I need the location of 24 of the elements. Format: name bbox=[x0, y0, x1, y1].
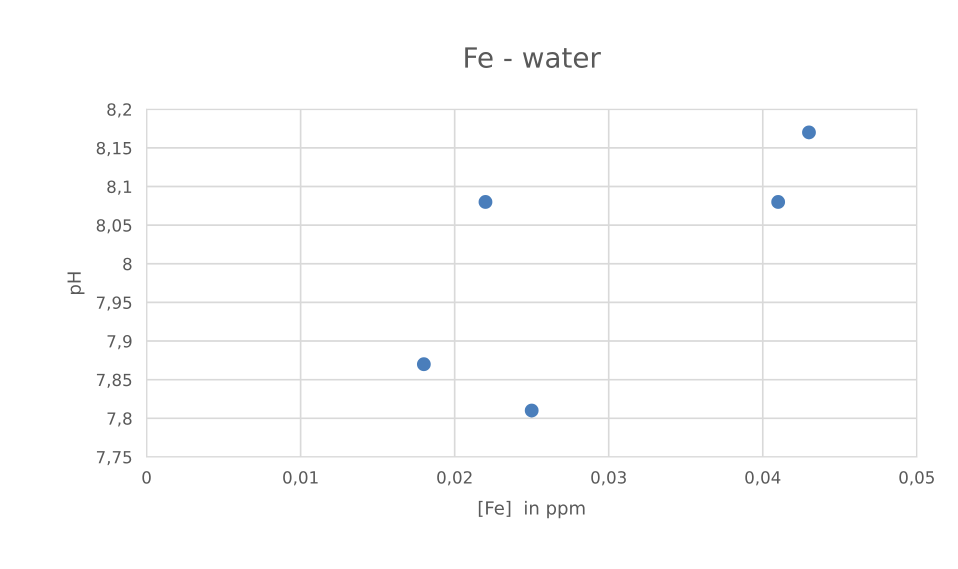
point bbox=[802, 126, 816, 140]
x-tick-label: 0,05 bbox=[899, 471, 934, 486]
x-tick-label: 0,04 bbox=[745, 471, 780, 486]
y-axis-title: pH bbox=[68, 272, 84, 294]
chart-title: Fe - water bbox=[465, 47, 601, 68]
point bbox=[416, 357, 431, 372]
y-tick-label: 7,85 bbox=[96, 374, 132, 388]
point bbox=[524, 404, 539, 418]
y-tick-label: 8,15 bbox=[96, 142, 132, 156]
y-tick-label: 8 bbox=[123, 258, 132, 270]
y-tick-label: 8,2 bbox=[107, 103, 132, 118]
point bbox=[478, 195, 492, 209]
x-tick-label: 0,01 bbox=[283, 471, 318, 486]
x-axis-title: [Fe] in ppm bbox=[478, 500, 585, 518]
x-tick-label: 0,03 bbox=[591, 471, 626, 486]
x-tick-label: 0 bbox=[142, 471, 151, 484]
y-tick-label: 8,1 bbox=[107, 180, 132, 195]
y-tick-label: 7,8 bbox=[108, 412, 132, 427]
y-tick-label: 7,75 bbox=[96, 451, 132, 466]
point bbox=[771, 195, 786, 209]
y-tick-label: 7,9 bbox=[108, 334, 132, 350]
y-tick-label: 7,95 bbox=[96, 296, 132, 311]
x-tick-label: 0,02 bbox=[437, 471, 472, 486]
y-tick-label: 8,05 bbox=[96, 219, 132, 234]
